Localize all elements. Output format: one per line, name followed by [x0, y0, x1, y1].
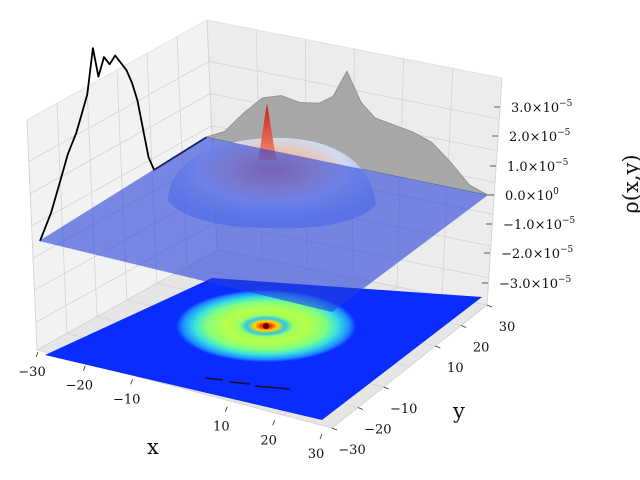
back-pane-gridline: [486, 77, 503, 306]
y-tick-label: −20: [364, 423, 391, 438]
left-pane-gridline: [28, 61, 209, 162]
z-tick-label: 0.0×100: [505, 187, 559, 204]
left-pane-gridline: [56, 103, 68, 334]
y-tick-label: 20: [473, 341, 490, 356]
y-tick-mark: [331, 427, 338, 431]
z-tick-label: 3.0×10−5: [511, 99, 573, 116]
z-tick-label: −2.0×10−5: [501, 245, 574, 262]
x-tick-label: −10: [113, 392, 140, 407]
x-tick-mark: [130, 379, 134, 385]
x-tick-label: 30: [308, 447, 325, 462]
left-pane-gridline: [86, 86, 98, 317]
y-tick-mark: [435, 345, 441, 349]
y-tick-mark: [357, 407, 363, 410]
floor-contour-peak: [263, 323, 269, 329]
floor-contour-artifacts: [204, 377, 291, 390]
y-tick-mark: [461, 325, 467, 328]
y-tick-label: −10: [390, 402, 417, 417]
x-tick-label: 20: [260, 433, 277, 448]
y-tick-label: −30: [338, 443, 365, 458]
surface-peak: [258, 104, 277, 160]
x-tick-mark: [82, 365, 86, 371]
axis-ticks: −30 −20 −10 10 20 30 −30 −20 −10 10 20 30 3.0×10−5 2.…: [18, 99, 575, 462]
x-tick-label: 10: [213, 420, 230, 435]
z-tick-label: −3.0×10−5: [499, 275, 572, 292]
z-tick-label: −1.0×10−5: [503, 216, 576, 233]
x-tick-mark: [272, 420, 276, 426]
x-axis-label: x: [147, 435, 159, 459]
left-pane-gridline: [30, 93, 211, 194]
left-pane-gridline: [31, 125, 212, 227]
y-tick-label: 30: [499, 320, 516, 335]
z-axis-label: ρ(x,y): [619, 154, 640, 213]
y-axis-label: y: [452, 399, 465, 423]
y-tick-mark: [383, 386, 389, 390]
z-tick-label: 2.0×10−5: [509, 128, 571, 145]
x-tick-mark: [35, 351, 39, 358]
x-tick-label: −20: [66, 379, 93, 394]
x-tick-label: −30: [18, 365, 45, 380]
x-tick-mark: [224, 406, 228, 412]
x-tick-mark: [319, 433, 323, 440]
zero-plane: [39, 137, 488, 312]
left-pane-gridline: [26, 119, 38, 351]
y-tick-label: 10: [447, 361, 464, 376]
z-tick-label: 1.0×10−5: [507, 158, 569, 175]
y-tick-mark: [486, 304, 493, 308]
